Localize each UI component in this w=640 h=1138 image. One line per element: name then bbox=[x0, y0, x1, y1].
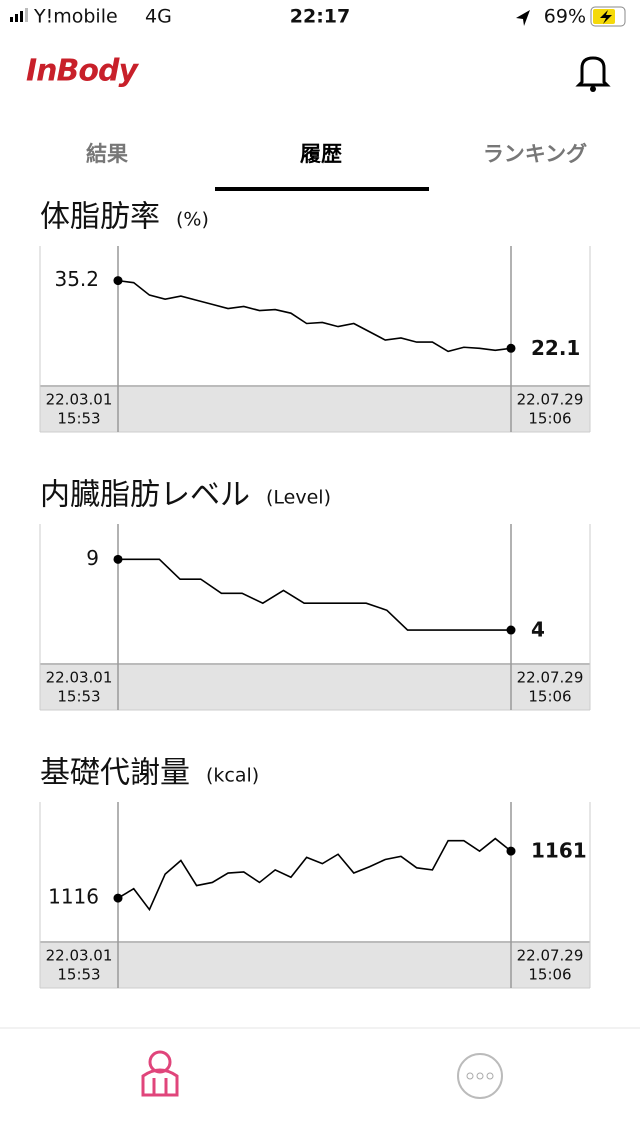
chart-title: 内臓脂肪レベル bbox=[40, 478, 250, 513]
network: 4G bbox=[145, 6, 172, 28]
signal-bar bbox=[25, 8, 28, 22]
charging-icon bbox=[600, 10, 612, 24]
start-date: 22.03.01 bbox=[46, 947, 113, 965]
start-value: 9 bbox=[86, 546, 99, 570]
start-date: 22.03.01 bbox=[46, 669, 113, 687]
battery bbox=[590, 6, 626, 27]
location-icon bbox=[516, 10, 530, 26]
end-value: 1161 bbox=[531, 839, 587, 863]
data-line bbox=[117, 837, 512, 912]
carrier: Y!mobile bbox=[33, 6, 118, 28]
start-time: 15:53 bbox=[57, 410, 100, 428]
end-time: 15:06 bbox=[528, 688, 571, 706]
bell-clapper bbox=[590, 86, 596, 92]
data-line bbox=[117, 279, 512, 353]
end-point bbox=[506, 846, 516, 856]
chart-title: 基礎代謝量 bbox=[40, 756, 190, 791]
battery-percent: 69% bbox=[544, 6, 586, 28]
end-time: 15:06 bbox=[528, 966, 571, 984]
logo[interactable]: InBody bbox=[26, 54, 140, 89]
date-band bbox=[40, 942, 590, 988]
chart-title: 体脂肪率 bbox=[40, 200, 160, 235]
more-icon[interactable] bbox=[457, 1053, 503, 1099]
start-time: 15:53 bbox=[57, 688, 100, 706]
bell-icon[interactable] bbox=[575, 56, 611, 87]
signal-bar bbox=[15, 14, 18, 22]
date-band bbox=[40, 664, 590, 710]
end-date: 22.07.29 bbox=[517, 391, 584, 409]
start-value: 1116 bbox=[48, 885, 99, 909]
clock: 22:17 bbox=[290, 6, 350, 28]
end-point bbox=[506, 625, 516, 635]
end-time: 15:06 bbox=[528, 410, 571, 428]
end-value: 4 bbox=[531, 618, 545, 642]
start-point bbox=[113, 276, 123, 286]
start-value: 35.2 bbox=[54, 267, 99, 291]
start-point bbox=[113, 554, 123, 564]
start-date: 22.03.01 bbox=[46, 391, 113, 409]
end-date: 22.07.29 bbox=[517, 947, 584, 965]
body-icon[interactable] bbox=[141, 1050, 179, 1097]
tab[interactable]: 結果 bbox=[86, 142, 128, 166]
start-time: 15:53 bbox=[57, 966, 100, 984]
start-point bbox=[113, 893, 123, 903]
signal-bar bbox=[20, 11, 23, 22]
end-point bbox=[506, 343, 516, 353]
end-date: 22.07.29 bbox=[517, 669, 584, 687]
signal-bar bbox=[10, 17, 13, 22]
end-value: 22.1 bbox=[531, 336, 580, 360]
tab[interactable]: 履歴 bbox=[300, 142, 342, 166]
date-band bbox=[40, 386, 590, 432]
chart-unit: (Level) bbox=[266, 487, 331, 509]
chart-unit: (%) bbox=[176, 209, 209, 231]
data-line bbox=[118, 558, 511, 631]
tab[interactable]: ランキング bbox=[483, 142, 587, 166]
chart-unit: (kcal) bbox=[206, 765, 259, 787]
